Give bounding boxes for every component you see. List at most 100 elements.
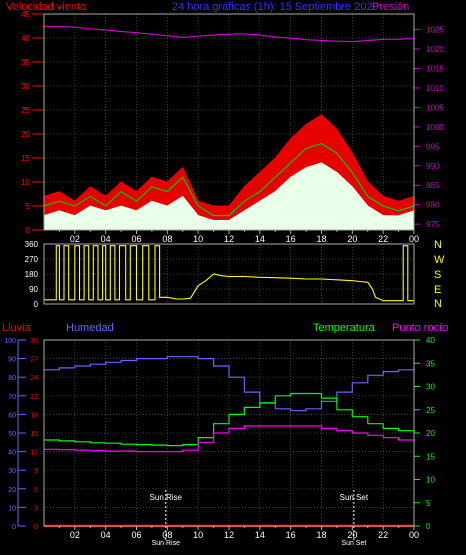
direction-y-tick-label: 90 [29,285,38,294]
bot-x-tick-label: 18 [316,530,326,540]
direction-y-tick-label: 360 [25,240,39,249]
humidity-y-tick-label: 30 [8,468,16,475]
bot-x-tick-label: 10 [193,530,203,540]
top-x-tick-label: 08 [162,234,172,244]
bot-x-tick-label: 14 [255,530,265,540]
top-x-tick-label: 00 [409,234,419,244]
humidity-y-tick-label: 20 [8,487,16,494]
humidity-y-tick-label: 0 [12,524,16,531]
temperature-line [44,392,415,447]
top-x-tick-label: 04 [101,234,111,244]
bot-x-tick-label: 12 [224,530,234,540]
top-x-tick-label: 06 [131,234,141,244]
sun-annotation: Sun Set [340,493,369,502]
direction-y-tick-label: 270 [25,255,39,264]
sun-annotation: Sun Rise [150,493,183,502]
wind-y-tick-label: 20 [21,130,30,139]
rain-y-tick-label: 21 [30,394,38,401]
temperature-y-tick-label: 25 [426,406,435,415]
sun-axis-annotation: Sun Set [341,540,366,547]
temperature-y-tick-label: 15 [426,452,435,461]
direction-compass-label: N [434,298,442,310]
dewpoint-line [44,425,415,453]
pressure-y-tick-label: 1005 [426,103,444,112]
direction-y-tick-label: 180 [25,270,39,279]
wind-y-tick-label: 45 [21,10,30,19]
mid-frame [43,243,415,305]
pressure-y-tick-label: 990 [426,162,440,171]
top-x-tick-label: 10 [193,234,203,244]
temperature-y-tick-label: 20 [426,429,435,438]
pressure-label: Presión [372,1,409,13]
wind-y-tick-label: 40 [21,34,30,43]
temperature-legend: Temperatura [313,322,376,334]
rain-y-tick-label: 30 [30,338,38,345]
bot-x-tick-label: 06 [131,530,141,540]
wind-y-tick-label: 0 [26,226,31,235]
rain-y-tick-label: 24 [30,375,38,382]
top-x-tick-label: 20 [347,234,357,244]
temperature-y-tick-label: 35 [426,359,435,368]
top-x-tick-label: 18 [316,234,326,244]
rain-y-tick-label: 9 [34,468,38,475]
rain-y-tick-label: 3 [34,505,38,512]
pressure-y-tick-label: 985 [426,181,440,190]
temperature-y-tick-label: 40 [426,336,435,345]
pressure-line [44,25,415,43]
humidity-y-tick-label: 80 [8,375,16,382]
direction-y-tick-label: 0 [34,300,39,309]
humidity-legend: Humedad [66,322,114,334]
rain-y-tick-label: 0 [34,524,38,531]
wind-y-tick-label: 30 [21,82,30,91]
bot-x-tick-label: 08 [162,530,172,540]
direction-compass-label: E [434,284,441,296]
top-x-tick-label: 14 [255,234,265,244]
temperature-y-tick-label: 10 [426,476,435,485]
temperature-y-tick-label: 5 [426,499,431,508]
wind-direction-line [44,245,414,302]
top-x-tick-label: 02 [70,234,80,244]
temperature-y-tick-label: 0 [426,522,431,531]
wind-avg-area [43,162,415,231]
top-x-tick-label: 16 [286,234,296,244]
pressure-y-tick-label: 975 [426,220,440,229]
wind-y-tick-label: 25 [21,106,30,115]
top-x-tick-label: 12 [224,234,234,244]
sun-axis-annotation: Sun Rise [152,540,181,547]
pressure-y-tick-label: 1015 [426,64,444,73]
dewpoint-legend: Punto rocío [392,322,448,334]
rain-y-tick-label: 18 [30,412,38,419]
pressure-y-tick-label: 1000 [426,123,444,132]
direction-compass-label: S [434,269,441,281]
wind-pressure-chart: 0510152025303540459759809859909951000100… [21,10,444,244]
humidity-y-tick-label: 70 [8,394,16,401]
direction-compass-label: N [434,239,442,251]
bot-x-tick-label: 00 [409,530,419,540]
humidity-y-tick-label: 60 [8,412,16,419]
wind-y-tick-label: 5 [26,202,31,211]
bot-x-tick-label: 02 [70,530,80,540]
temperature-y-tick-label: 30 [426,383,435,392]
rain-y-tick-label: 27 [30,357,38,364]
bot-x-tick-label: 04 [101,530,111,540]
wind-y-tick-label: 35 [21,58,30,67]
rain-y-tick-label: 6 [34,487,38,494]
wind-mid-line [43,142,415,217]
humidity-y-tick-label: 90 [8,357,16,364]
chart-title: 24 hora gráficas (1h): 15 Septiembre 202… [172,1,379,13]
rain-legend: Lluvia [2,322,32,334]
bot-x-tick-label: 20 [347,530,357,540]
top-x-tick-label: 22 [378,234,388,244]
pressure-y-tick-label: 980 [426,201,440,210]
wind-speed-label: Velocidad viento [6,1,86,13]
humidity-y-tick-label: 10 [8,505,16,512]
direction-compass-label: W [434,254,445,266]
bot-x-tick-label: 16 [286,530,296,540]
pressure-y-tick-label: 995 [426,142,440,151]
rain-y-tick-label: 12 [30,450,38,457]
humidity-line [44,356,415,412]
humidity-y-tick-label: 100 [4,338,16,345]
rain-y-tick-label: 15 [30,431,38,438]
